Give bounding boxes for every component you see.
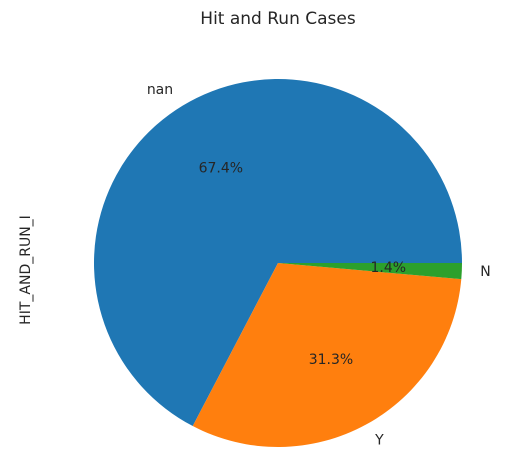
percent-label-nan: 67.4%	[199, 161, 243, 177]
category-label-y: Y	[374, 433, 384, 449]
percent-label-y: 31.3%	[309, 352, 353, 368]
chart-title: Hit and Run Cases	[200, 9, 356, 29]
pie-slice-nan	[93, 78, 462, 427]
pie-labels: nan 67.4% Y 31.3% N 1.4%	[147, 82, 491, 449]
y-axis-label: HIT_AND_RUN_I	[18, 215, 34, 325]
pie-slice-y	[192, 263, 462, 447]
pie-slice-n	[278, 263, 462, 280]
category-label-nan: nan	[147, 82, 173, 98]
category-label-n: N	[480, 264, 490, 280]
pie-slices	[93, 78, 462, 447]
percent-label-n: 1.4%	[371, 260, 407, 276]
